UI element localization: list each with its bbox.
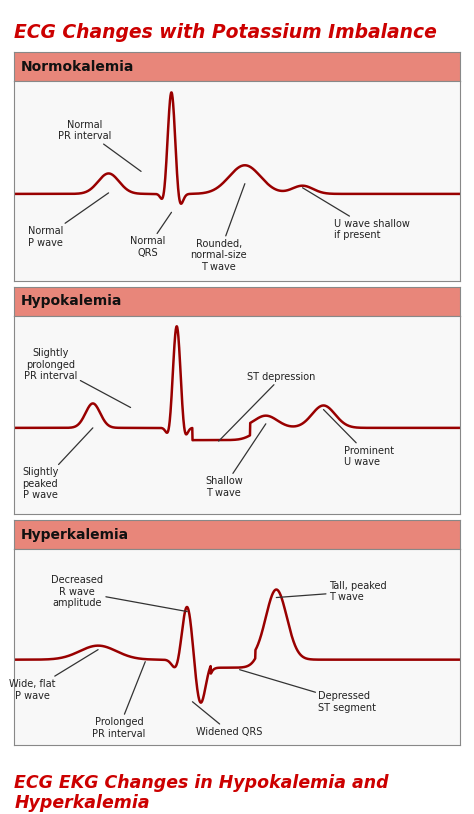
Text: Slightly
prolonged
PR interval: Slightly prolonged PR interval bbox=[24, 348, 131, 408]
Text: U wave shallow
if present: U wave shallow if present bbox=[302, 188, 410, 240]
Text: ST depression: ST depression bbox=[219, 372, 316, 441]
Text: Prolonged
PR interval: Prolonged PR interval bbox=[92, 662, 146, 738]
Text: Rounded,
normal-size
T wave: Rounded, normal-size T wave bbox=[191, 184, 247, 272]
Text: Normal
PR interval: Normal PR interval bbox=[58, 120, 141, 172]
Text: Normal
P wave: Normal P wave bbox=[28, 193, 109, 247]
Text: Hyperkalemia: Hyperkalemia bbox=[21, 527, 129, 542]
Text: Normal
QRS: Normal QRS bbox=[130, 212, 172, 258]
Text: Wide, flat
P wave: Wide, flat P wave bbox=[9, 650, 98, 701]
Text: Depressed
ST segment: Depressed ST segment bbox=[240, 670, 376, 712]
Text: ECG EKG Changes in Hypokalemia and
Hyperkalemia: ECG EKG Changes in Hypokalemia and Hyper… bbox=[14, 773, 389, 812]
Text: ECG Changes with Potassium Imbalance: ECG Changes with Potassium Imbalance bbox=[14, 23, 437, 42]
Text: Decreased
R wave
amplitude: Decreased R wave amplitude bbox=[51, 575, 187, 611]
Text: Slightly
peaked
P wave: Slightly peaked P wave bbox=[22, 428, 93, 501]
Text: Shallow
T wave: Shallow T wave bbox=[205, 424, 266, 497]
Text: Normokalemia: Normokalemia bbox=[21, 59, 134, 74]
Text: Prominent
U wave: Prominent U wave bbox=[323, 409, 394, 467]
Text: Hypokalemia: Hypokalemia bbox=[21, 294, 122, 309]
Text: Tall, peaked
T wave: Tall, peaked T wave bbox=[276, 580, 386, 602]
Text: Widened QRS: Widened QRS bbox=[192, 702, 262, 737]
